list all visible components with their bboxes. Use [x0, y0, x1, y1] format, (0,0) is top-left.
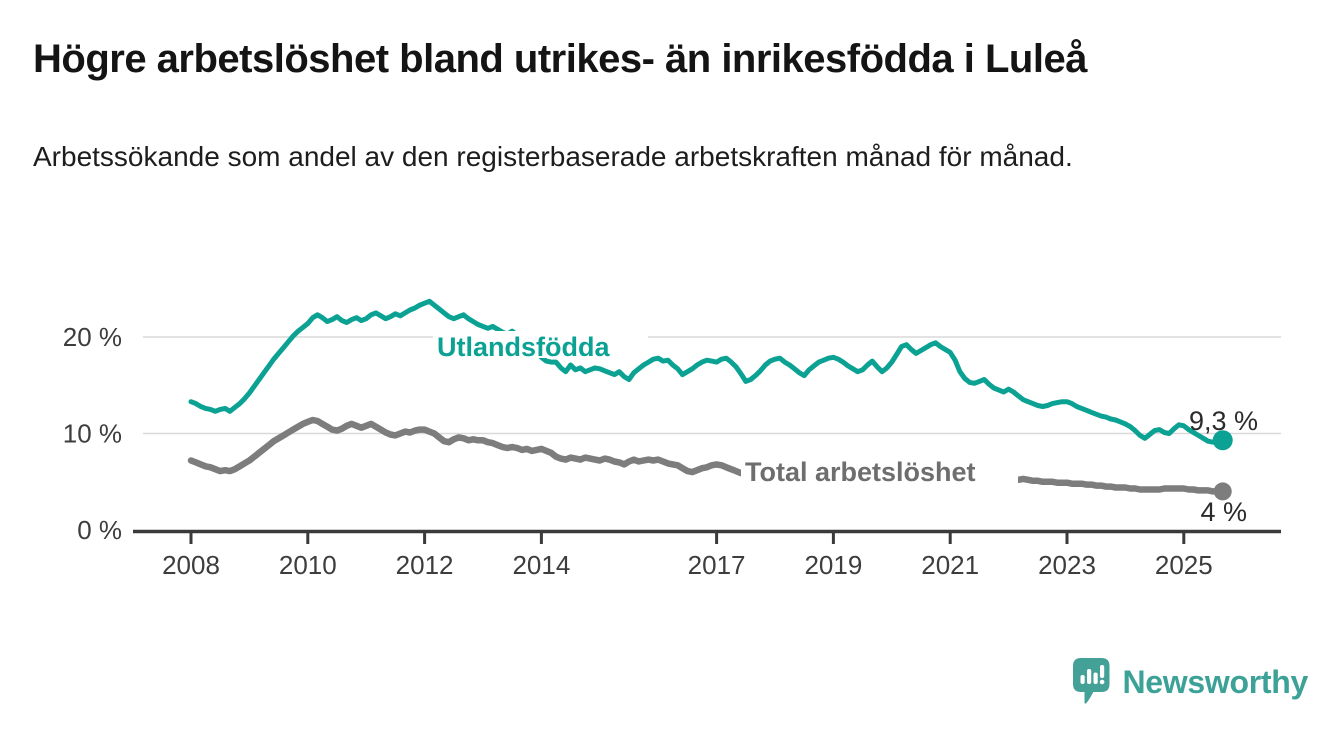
end-value-label-total: 4 %: [1200, 497, 1247, 527]
page-title: Högre arbetslöshet bland utrikes- än inr…: [33, 37, 1087, 81]
series-label-total-mask: [741, 456, 1018, 483]
series-line-utlandsfodda: [188, 298, 1226, 445]
x-tick-label-2025: 2025: [1155, 550, 1213, 580]
logo-bar-3: [1093, 672, 1098, 684]
x-tick-label-2012: 2012: [396, 550, 454, 580]
series-line-total: [187, 416, 1226, 495]
logo-exclamation-bar: [1099, 665, 1104, 678]
x-tick-label-2017: 2017: [688, 550, 746, 580]
x-tick-label-2010: 2010: [279, 550, 337, 580]
logo-exclamation-dot: [1099, 679, 1104, 685]
newsworthy-logo-icon: [1072, 658, 1109, 704]
brand-name: Newsworthy: [1122, 663, 1309, 700]
end-dot-utlandsfodda: [1212, 430, 1233, 451]
x-tick-label-2014: 2014: [512, 550, 570, 580]
series-label-utlandsfodda-mask: [433, 331, 648, 358]
y-tick-label-20: 20 %: [63, 322, 122, 352]
series-label-total: Total arbetslöshet: [745, 457, 976, 487]
end-dot-total: [1213, 482, 1232, 501]
logo-bar-2: [1086, 669, 1091, 684]
logo-bar-1: [1080, 675, 1085, 684]
y-tick-label-0: 0 %: [77, 515, 122, 545]
x-tick-label-2008: 2008: [162, 550, 220, 580]
brand-footer: Newsworthy: [1071, 656, 1309, 708]
chart-subtitle: Arbetssökande som andel av den registerb…: [33, 141, 1073, 172]
x-tick-label-2019: 2019: [804, 550, 862, 580]
x-tick-label-2023: 2023: [1038, 550, 1096, 580]
series-label-utlandsfodda: Utlandsfödda: [437, 332, 610, 362]
x-tick-label-2021: 2021: [921, 550, 979, 580]
y-tick-label-10: 10 %: [63, 419, 122, 449]
end-value-label-utlandsfodda: 9,3 %: [1189, 406, 1258, 436]
